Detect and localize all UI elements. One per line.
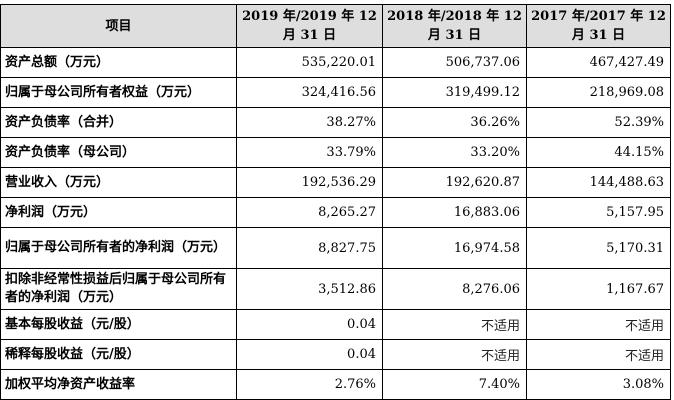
- cell-2019: 8,265.27: [236, 197, 383, 228]
- cell-2017: 1,167.67: [526, 268, 671, 310]
- cell-2019: 38.27%: [236, 107, 383, 138]
- row-label: 资产负债率（母公司）: [0, 137, 237, 168]
- header-2019: 2019 年/2019 年 12 月 31 日: [236, 4, 383, 48]
- row-label: 归属于母公司所有者的净利润（万元）: [0, 227, 237, 269]
- cell-2018: 8,276.06: [382, 268, 527, 310]
- row-label: 扣除非经常性损益后归属于母公司所有者的净利润（万元）: [0, 268, 237, 310]
- cell-2019: 324,416.56: [236, 77, 383, 108]
- row-label: 加权平均净资产收益率: [0, 369, 237, 400]
- cell-2018: 506,737.06: [382, 47, 527, 78]
- cell-2018: 16,974.58: [382, 227, 527, 269]
- row-label: 基本每股收益（元/股）: [0, 309, 237, 340]
- header-2017: 2017 年/2017 年 12 月 31 日: [526, 4, 671, 48]
- table-row: 资产负债率（母公司） 33.79% 33.20% 44.15%: [0, 137, 671, 168]
- cell-2018: 33.20%: [382, 137, 527, 168]
- cell-2018: 319,499.12: [382, 77, 527, 108]
- table-header-row: 项目 2019 年/2019 年 12 月 31 日 2018 年/2018 年…: [0, 4, 671, 48]
- cell-2017: 不适用: [526, 339, 671, 370]
- table-row: 营业收入（万元） 192,536.29 192,620.87 144,488.6…: [0, 167, 671, 198]
- row-label: 资产负债率（合并）: [0, 107, 237, 138]
- cell-2017: 144,488.63: [526, 167, 671, 198]
- cell-2017: 5,157.95: [526, 197, 671, 228]
- row-label: 资产总额（万元）: [0, 47, 237, 78]
- cell-2018: 不适用: [382, 309, 527, 340]
- table-row: 资产负债率（合并） 38.27% 36.26% 52.39%: [0, 107, 671, 138]
- cell-2018: 16,883.06: [382, 197, 527, 228]
- table-row: 净利润（万元） 8,265.27 16,883.06 5,157.95: [0, 197, 671, 228]
- cell-2017: 467,427.49: [526, 47, 671, 78]
- row-label: 营业收入（万元）: [0, 167, 237, 198]
- table-row: 资产总额（万元） 535,220.01 506,737.06 467,427.4…: [0, 47, 671, 78]
- cell-2018: 192,620.87: [382, 167, 527, 198]
- cell-2018: 不适用: [382, 339, 527, 370]
- table-row: 归属于母公司所有者的净利润（万元） 8,827.75 16,974.58 5,1…: [0, 227, 671, 269]
- cell-2017: 不适用: [526, 309, 671, 340]
- header-2018: 2018 年/2018 年 12 月 31 日: [382, 4, 527, 48]
- cell-2017: 52.39%: [526, 107, 671, 138]
- cell-2019: 33.79%: [236, 137, 383, 168]
- table-row: 基本每股收益（元/股） 0.04 不适用 不适用: [0, 309, 671, 340]
- cell-2019: 192,536.29: [236, 167, 383, 198]
- row-label: 稀释每股收益（元/股）: [0, 339, 237, 370]
- cell-2017: 218,969.08: [526, 77, 671, 108]
- cell-2019: 535,220.01: [236, 47, 383, 78]
- cell-2017: 44.15%: [526, 137, 671, 168]
- financial-data-table: 项目 2019 年/2019 年 12 月 31 日 2018 年/2018 年…: [0, 4, 671, 400]
- table-row: 扣除非经常性损益后归属于母公司所有者的净利润（万元） 3,512.86 8,27…: [0, 268, 671, 310]
- cell-2019: 3,512.86: [236, 268, 383, 310]
- table-row: 归属于母公司所有者权益（万元） 324,416.56 319,499.12 21…: [0, 77, 671, 108]
- cell-2017: 3.08%: [526, 369, 671, 400]
- cell-2018: 7.40%: [382, 369, 527, 400]
- cell-2019: 8,827.75: [236, 227, 383, 269]
- table-row: 加权平均净资产收益率 2.76% 7.40% 3.08%: [0, 369, 671, 400]
- cell-2019: 2.76%: [236, 369, 383, 400]
- cell-2019: 0.04: [236, 339, 383, 370]
- cell-2019: 0.04: [236, 309, 383, 340]
- table-row: 稀释每股收益（元/股） 0.04 不适用 不适用: [0, 339, 671, 370]
- cell-2018: 36.26%: [382, 107, 527, 138]
- row-label: 净利润（万元）: [0, 197, 237, 228]
- row-label: 归属于母公司所有者权益（万元）: [0, 77, 237, 108]
- cell-2017: 5,170.31: [526, 227, 671, 269]
- header-item: 项目: [0, 4, 237, 48]
